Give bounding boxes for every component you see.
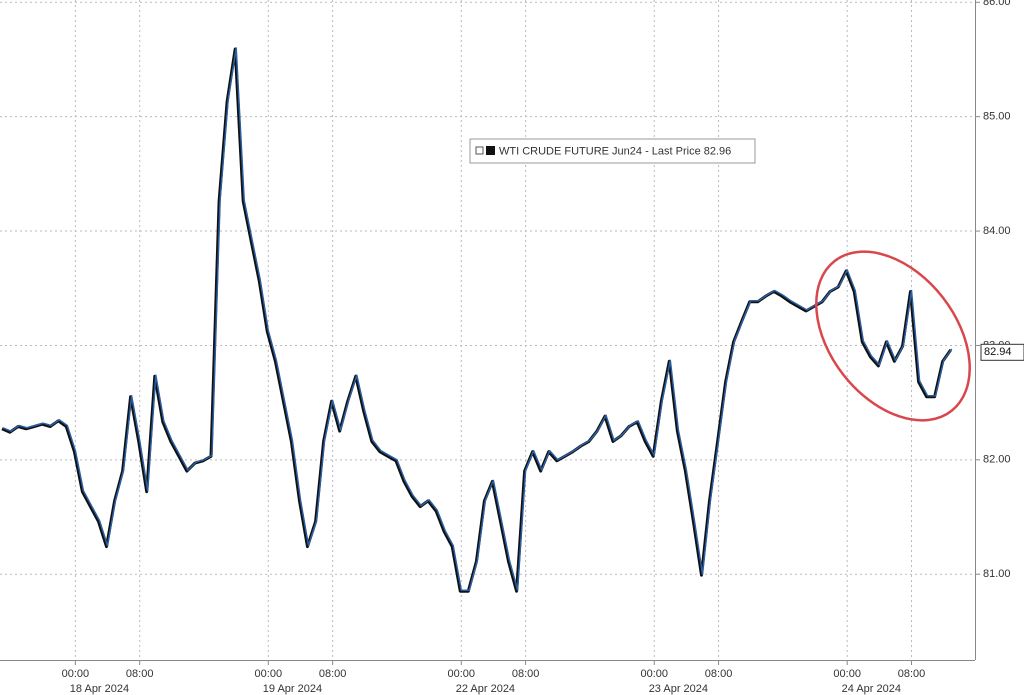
highlight-ellipse [815, 250, 971, 422]
y-tick-label: 84.00 [983, 225, 1011, 237]
x-tick-label: 08:00 [319, 668, 347, 680]
plot [1, 47, 953, 593]
legend: WTI CRUDE FUTURE Jun24 - Last Price 82.9… [469, 138, 756, 164]
legend-icon [475, 146, 484, 155]
x-tick-label: 08:00 [126, 668, 154, 680]
legend-swatch [486, 146, 495, 155]
x-tick-label: 00:00 [833, 668, 861, 680]
y-tick-label: 85.00 [983, 111, 1011, 123]
x-tick-label: 00:00 [448, 668, 476, 680]
y-tick-label: 81.00 [983, 568, 1011, 580]
x-tick-label: 08:00 [898, 668, 926, 680]
x-tick-label: 08:00 [512, 668, 540, 680]
x-date-label: 23 Apr 2024 [649, 683, 708, 695]
x-date-label: 24 Apr 2024 [842, 683, 901, 695]
last-price-label: 82.94 [984, 346, 1012, 358]
x-date-label: 19 Apr 2024 [263, 683, 322, 695]
x-tick-label: 00:00 [255, 668, 283, 680]
legend-box [469, 138, 756, 164]
legend-series-name: WTI CRUDE FUTURE Jun24 - Last Price [499, 145, 701, 157]
x-tick-label: 00:00 [640, 668, 668, 680]
x-date-label: 22 Apr 2024 [456, 683, 515, 695]
last-price-box [980, 343, 1024, 361]
legend-value: 82.96 [704, 145, 732, 157]
x-tick-label: 00:00 [62, 668, 90, 680]
y-tick-label: 86.00 [983, 0, 1011, 8]
x-tick-label: 08:00 [705, 668, 733, 680]
x-date-label: 18 Apr 2024 [70, 683, 129, 695]
legend-label: WTI CRUDE FUTURE Jun24 - Last Price 82.9… [499, 145, 731, 157]
price-line [2, 47, 953, 591]
y-tick-label: 82.00 [983, 454, 1011, 466]
